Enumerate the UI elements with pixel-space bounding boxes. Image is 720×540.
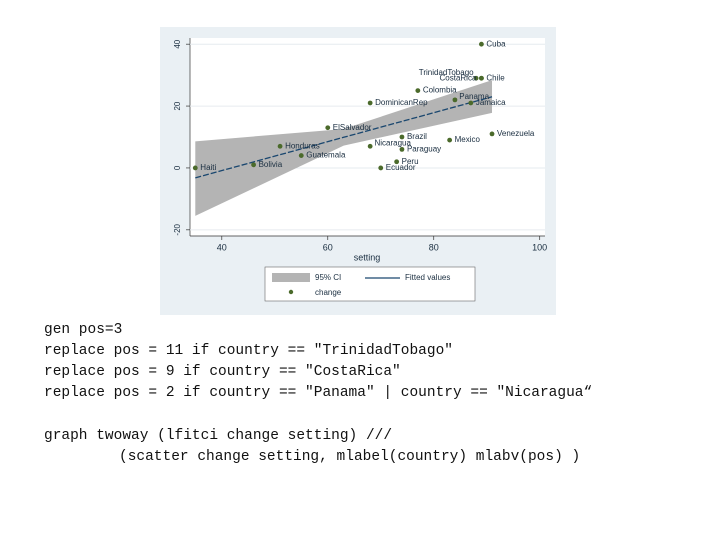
legend-swatch [272,273,310,282]
x-tick-label: 80 [429,242,439,252]
legend-label: 95% CI [315,273,341,282]
point [399,146,405,152]
y-tick-label: -20 [173,223,182,235]
fit-line [195,96,493,179]
point [479,75,484,81]
code-line: graph twoway (lfitci change setting) /// [44,428,393,444]
code-line: gen pos=3 [44,322,123,338]
point-label: Honduras [285,141,320,150]
point-label: Colombia [423,86,457,95]
point-label: Haiti [200,163,216,172]
legend-label: change [315,288,342,297]
point [192,165,198,171]
point [415,88,421,93]
point [367,100,373,106]
chart: setting -20 0 20 40 40 60 80 100 Haiti Bolivia Hon… [160,27,556,315]
point-label: DominicanRep [375,98,428,107]
code-line: (scatter change setting, mlabel(country)… [119,449,581,465]
code-line: replace pos = 11 if country == "Trinidad… [44,343,453,359]
point-label: Chile [486,73,505,82]
x-axis-label: setting [354,252,381,262]
point [367,143,373,149]
x-tick-label: 40 [217,242,227,252]
point [298,153,304,158]
point [489,131,495,137]
point [473,75,479,81]
point-label: Ecuador [386,163,416,172]
point [399,134,405,140]
point [277,143,283,149]
legend-label: Fitted values [405,273,450,282]
point-label: Cuba [486,39,506,48]
point-label: Nicaragua [374,138,411,147]
x-tick-label: 60 [323,242,333,252]
y-tick-label: 40 [173,39,182,48]
legend-swatch [288,289,294,295]
point-label: Bolivia [259,160,283,169]
code-line: replace pos = 2 if country == "Panama" |… [44,385,593,401]
point [378,165,384,171]
point-label: TrinidadTobago [419,68,474,77]
point [447,137,453,143]
x-tick-label: 100 [532,242,547,252]
point [479,41,484,47]
point-label: Mexico [455,135,481,144]
point-label: Guatemala [306,151,346,160]
point-label: Venezuela [497,129,535,138]
point-label: ElSalvador [333,123,372,132]
point-label: Panama [459,92,489,101]
y-tick-label: 20 [173,101,182,110]
point-label: Paraguay [407,144,441,153]
point-label: Peru [402,157,419,166]
point [251,162,256,168]
ci-band [195,80,493,216]
point [325,125,331,131]
legend [264,266,476,302]
point-label: Brazil [407,132,427,141]
code: gen pos=3 replace pos = 11 if country ==… [44,320,592,468]
point-label: CostaRica [440,73,477,82]
point [468,100,474,106]
point [452,97,458,103]
code-line: replace pos = 9 if country == "CostaRica… [44,364,401,380]
point-label: Jamaica [476,98,506,107]
y-tick-label: 0 [173,165,182,170]
point [394,159,400,165]
